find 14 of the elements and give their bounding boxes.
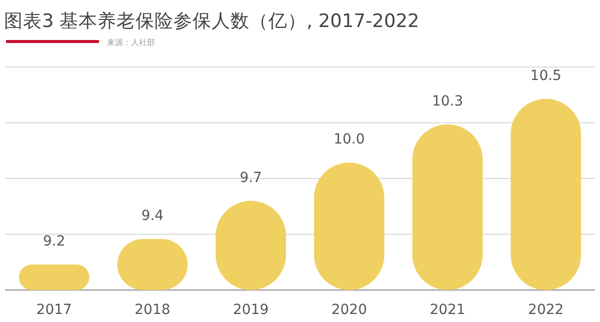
- data-label: 10.3: [432, 93, 464, 110]
- x-tick-label: 2019: [233, 302, 269, 318]
- data-label: 9.4: [141, 208, 164, 224]
- source-note: 来源：人社部: [107, 38, 155, 47]
- data-label: 9.2: [42, 234, 66, 250]
- x-tick-label: 2022: [528, 302, 564, 318]
- x-tick-label: 2021: [430, 302, 466, 318]
- chart-title: 图表3 基本养老保险参保人数（亿）, 2017-2022: [4, 10, 420, 32]
- x-tick-label: 2018: [134, 302, 170, 318]
- x-tick-label: 2017: [36, 302, 72, 318]
- x-tick-label: 2020: [331, 302, 367, 318]
- data-label: 9.7: [240, 170, 262, 186]
- data-label: 10.0: [334, 132, 365, 148]
- data-label: 10.5: [530, 68, 562, 84]
